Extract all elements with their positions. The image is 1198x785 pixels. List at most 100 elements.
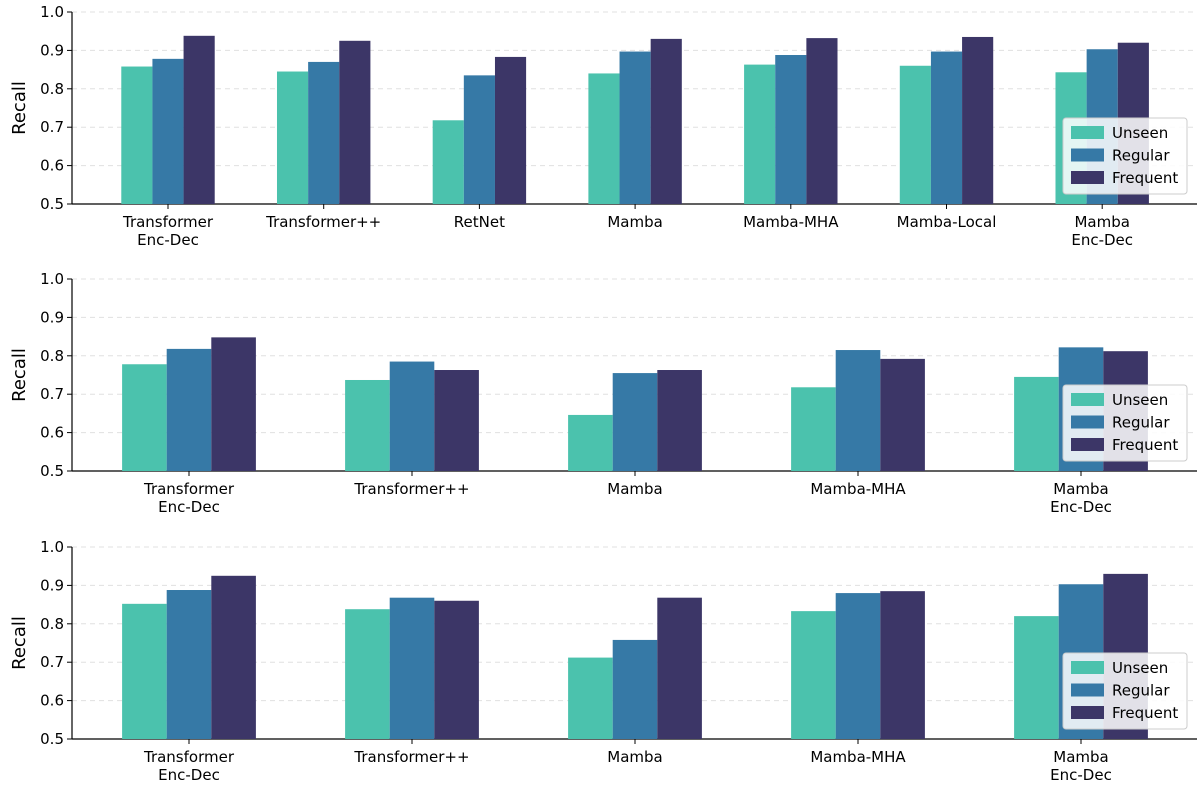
bar-frequent (657, 597, 702, 739)
x-tick-label: Transformer (143, 748, 235, 766)
chart-panel-bottom: 0.5 0.6 0.7 0.8 0.9 1.0 Recall TransformerEnc-D… (9, 538, 1197, 784)
legend-label: Frequent (1112, 169, 1178, 187)
bar-regular (930, 51, 963, 204)
y-tick-label: 0.7 (40, 653, 64, 671)
bar-regular (389, 361, 435, 471)
x-tick-label: Mamba-MHA (743, 213, 839, 231)
y-tick-label: 0.8 (40, 347, 64, 365)
y-tick-label: 0.9 (40, 308, 64, 326)
legend-label: Unseen (1112, 391, 1168, 409)
x-tick-label: Enc-Dec (137, 231, 199, 249)
x-tick-label: Transformer (143, 480, 235, 498)
bar-unseen (744, 64, 776, 204)
y-tick-label: 1.0 (40, 538, 64, 556)
y-tick-label: 0.6 (40, 157, 64, 175)
bar-regular (835, 593, 881, 739)
y-tick-label: 0.6 (40, 692, 64, 710)
bar-unseen (791, 611, 836, 739)
legend-label: Regular (1112, 147, 1170, 165)
x-tick-label: Enc-Dec (158, 766, 220, 784)
bar-frequent (880, 358, 925, 471)
x-tick-label: Transformer (122, 213, 214, 231)
bar-regular (152, 58, 184, 205)
bar-unseen (1014, 616, 1059, 739)
x-tick-label: Mamba-Local (897, 213, 997, 231)
legend-swatch-regular (1071, 683, 1104, 697)
y-tick-label: 1.0 (40, 3, 64, 21)
y-axis-label: Recall (9, 348, 30, 402)
legend-swatch-unseen (1071, 661, 1104, 674)
x-tick-label: Mamba (1074, 213, 1129, 231)
y-axis-label: Recall (9, 81, 30, 135)
y-tick-label: 0.5 (40, 195, 64, 213)
x-tick-label: Transformer++ (353, 480, 469, 498)
legend-label: Regular (1112, 682, 1170, 700)
bar-unseen (345, 379, 390, 471)
bar-frequent (434, 370, 479, 471)
x-tick-label: Transformer++ (265, 213, 381, 231)
y-tick-label: 0.7 (40, 385, 64, 403)
bar-unseen (899, 65, 931, 204)
legend-label: Regular (1112, 414, 1170, 432)
bar-unseen (791, 387, 836, 471)
y-tick-label: 0.5 (40, 462, 64, 480)
legend-label: Unseen (1112, 659, 1168, 677)
x-tick-label: Mamba-MHA (810, 748, 906, 766)
legend-label: Frequent (1112, 436, 1178, 454)
bar-unseen (568, 657, 613, 739)
chart-panel-top: 0.50.60.70.80.91.0RecallTransformerEnc-D… (9, 3, 1197, 249)
bar-unseen (345, 609, 390, 739)
y-tick-label: 0.9 (40, 576, 64, 594)
legend-label: Unseen (1112, 124, 1168, 142)
y-tick-label: 0.5 (40, 730, 64, 748)
bar-regular (619, 51, 651, 204)
bar-frequent (183, 35, 215, 204)
bar-regular (612, 373, 658, 471)
bar-unseen (568, 414, 613, 471)
bar-unseen (276, 71, 309, 205)
legend-swatch-regular (1071, 415, 1104, 429)
x-tick-label: Enc-Dec (1071, 231, 1133, 249)
bar-frequent (494, 56, 527, 204)
x-tick-label: Mamba (607, 213, 662, 231)
bar-frequent (880, 591, 925, 739)
bar-unseen (432, 120, 464, 204)
legend-swatch-unseen (1071, 393, 1104, 406)
bar-frequent (339, 40, 371, 204)
x-tick-label: Enc-Dec (158, 498, 220, 516)
bar-unseen (588, 73, 620, 204)
y-tick-label: 0.8 (40, 80, 64, 98)
legend-swatch-frequent (1071, 706, 1104, 719)
x-tick-label: Mamba (1053, 748, 1108, 766)
x-tick-label: Mamba (607, 480, 662, 498)
bar-regular (389, 597, 435, 739)
bar-regular (612, 639, 658, 739)
legend-swatch-frequent (1071, 438, 1104, 451)
y-axis-label: Recall (9, 616, 30, 670)
x-tick-label: Mamba (607, 748, 662, 766)
x-tick-label: Transformer++ (353, 748, 469, 766)
legend: Unseen Regular Frequent (1062, 652, 1188, 730)
bar-regular (463, 75, 495, 204)
y-tick-label: 0.8 (40, 615, 64, 633)
bar-regular (166, 590, 212, 739)
y-tick-label: 0.6 (40, 424, 64, 442)
x-tick-label: Enc-Dec (1050, 498, 1112, 516)
x-tick-label: RetNet (454, 213, 505, 231)
legend-label: Frequent (1112, 704, 1178, 722)
bar-regular (775, 55, 807, 205)
x-tick-label: Mamba-MHA (810, 480, 906, 498)
bar-regular (835, 350, 881, 471)
bar-frequent (434, 600, 479, 739)
bar-frequent (657, 370, 702, 471)
bar-regular (308, 61, 340, 204)
y-tick-label: 0.9 (40, 41, 64, 59)
bar-unseen (122, 603, 167, 739)
bar-unseen (122, 364, 167, 471)
bar-regular (166, 348, 212, 471)
bar-frequent (962, 36, 994, 205)
chart-panel-middle: 0.50.60.70.80.91.0RecallTransformerEnc-D… (9, 270, 1197, 516)
bar-frequent (211, 575, 256, 739)
legend: Unseen Regular Frequent (1062, 117, 1188, 195)
